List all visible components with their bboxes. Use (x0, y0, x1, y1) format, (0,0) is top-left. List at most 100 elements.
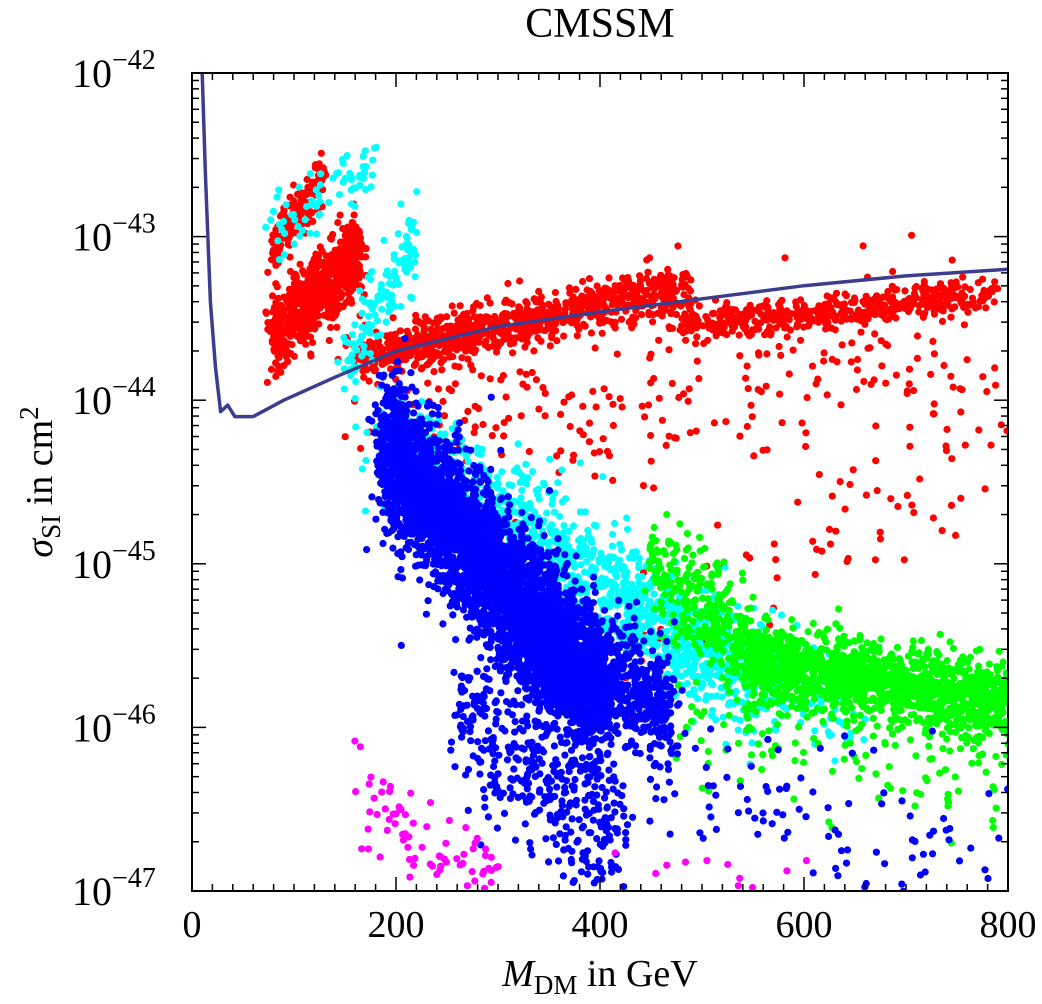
data-point (805, 317, 813, 325)
data-point (870, 303, 878, 311)
data-point (500, 432, 508, 440)
data-point (311, 325, 319, 333)
data-point (546, 455, 554, 463)
data-point (327, 323, 335, 332)
data-point (397, 200, 405, 208)
data-point (680, 554, 689, 563)
data-point (322, 264, 331, 272)
data-point (797, 336, 805, 344)
data-point (936, 280, 945, 288)
data-point (516, 368, 524, 376)
data-point (405, 216, 413, 224)
data-point (923, 304, 932, 312)
data-point (327, 298, 335, 306)
data-point (930, 310, 939, 318)
data-point (981, 485, 989, 493)
data-point (736, 642, 744, 650)
data-point (541, 412, 549, 420)
data-point (451, 344, 459, 352)
data-point (771, 315, 779, 323)
data-point (554, 479, 562, 487)
data-point (949, 383, 957, 391)
data-point (908, 501, 916, 509)
data-point (680, 291, 688, 299)
data-point (860, 736, 868, 744)
data-point (325, 283, 333, 291)
data-point (770, 540, 778, 548)
data-point (809, 537, 817, 545)
data-point (331, 312, 339, 320)
data-point (739, 316, 747, 324)
data-point (665, 346, 673, 354)
data-point (379, 360, 387, 368)
data-point (270, 346, 278, 354)
data-point (710, 419, 719, 427)
data-point (831, 757, 839, 765)
data-point (494, 338, 502, 346)
data-point (662, 441, 670, 449)
data-point (775, 342, 783, 351)
data-point (632, 286, 640, 294)
data-point (665, 432, 673, 440)
data-point (576, 459, 585, 467)
data-point (938, 317, 947, 325)
data-point (943, 425, 951, 433)
data-point (731, 317, 739, 326)
data-point (333, 323, 341, 331)
data-point (310, 299, 318, 307)
data-point (334, 275, 342, 283)
data-point (600, 301, 608, 310)
data-point (819, 303, 827, 311)
data-point (599, 435, 607, 443)
data-point (570, 451, 578, 459)
data-point (929, 337, 937, 345)
data-point (282, 201, 290, 209)
data-point (289, 210, 298, 219)
data-point (532, 376, 541, 384)
data-point (698, 608, 706, 616)
data-point (273, 193, 281, 201)
data-point (275, 186, 283, 194)
data-point (329, 174, 337, 182)
data-point (719, 647, 727, 655)
data-point (583, 558, 591, 566)
data-point (661, 550, 669, 559)
data-point (873, 487, 881, 495)
data-point (360, 373, 368, 381)
data-point (720, 590, 728, 599)
data-point (785, 316, 793, 324)
data-point (371, 144, 379, 152)
data-point (575, 325, 583, 333)
data-point (464, 407, 472, 415)
data-point (673, 546, 681, 554)
data-point (278, 225, 286, 233)
data-point (317, 170, 325, 178)
data-point (611, 519, 619, 528)
data-point (901, 287, 909, 295)
data-point (267, 365, 276, 373)
data-point (307, 183, 315, 191)
data-point (538, 301, 546, 309)
data-point (394, 230, 402, 238)
data-point (920, 278, 928, 286)
data-point (307, 209, 316, 217)
data-point (650, 523, 658, 532)
data-point (939, 307, 947, 315)
data-point (386, 280, 394, 288)
data-point (871, 330, 879, 338)
data-point (290, 181, 298, 189)
data-point (815, 471, 823, 479)
data-point (543, 509, 551, 517)
data-point (274, 237, 282, 245)
data-point (461, 339, 469, 347)
data-point (639, 482, 648, 490)
data-point (448, 302, 456, 310)
data-point (908, 231, 916, 239)
data-point (943, 290, 951, 298)
data-point (278, 211, 286, 219)
data-point (979, 297, 987, 305)
data-point (342, 338, 350, 346)
data-point (439, 397, 447, 406)
data-point (306, 333, 315, 341)
data-point (499, 487, 507, 495)
